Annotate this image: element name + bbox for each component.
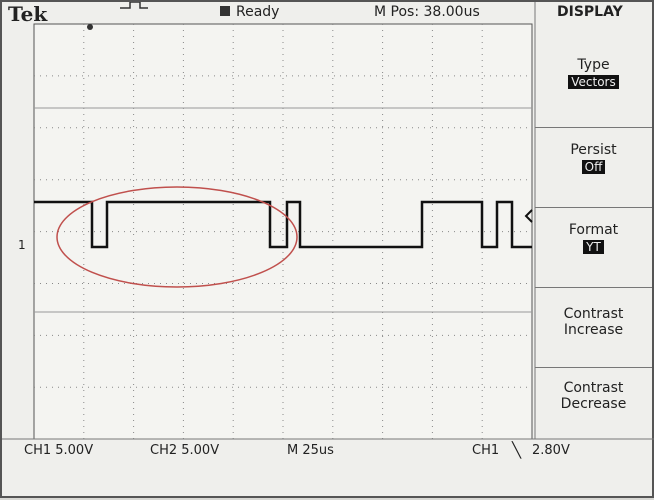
timebase: M 25us bbox=[287, 443, 334, 458]
menu-item[interactable]: Type Vectors bbox=[535, 47, 652, 127]
menu-label: Type bbox=[535, 57, 652, 73]
trigger-slope: ╲ bbox=[512, 441, 521, 459]
menu-item[interactable]: Persist Off bbox=[535, 127, 652, 207]
menu-item[interactable]: Format YT bbox=[535, 207, 652, 287]
oscilloscope-screen: Tek Ready M Pos: 38.00us DISPLAY 1 TypeV… bbox=[0, 0, 654, 498]
trigger-marker bbox=[87, 24, 93, 30]
channel-marker: 1 bbox=[18, 238, 26, 252]
menu-label: Contrast Increase bbox=[555, 306, 632, 338]
menu-label: Format bbox=[535, 222, 652, 238]
ch2-scale: CH2 5.00V bbox=[150, 443, 219, 458]
menu-value: Off bbox=[582, 160, 606, 174]
ch1-scale: CH1 5.00V bbox=[24, 443, 93, 458]
trigger-source: CH1 bbox=[472, 443, 499, 458]
menu-value: Vectors bbox=[568, 75, 619, 89]
graticule-frame bbox=[34, 24, 532, 439]
menu-item[interactable]: Contrast Increase bbox=[535, 287, 652, 367]
menu-item[interactable]: Contrast Decrease bbox=[535, 367, 652, 439]
trigger-icon bbox=[120, 2, 148, 8]
menu-value: YT bbox=[583, 240, 604, 254]
menu-label: Contrast Decrease bbox=[555, 380, 632, 412]
trigger-level: 2.80V bbox=[532, 443, 570, 458]
menu-label: Persist bbox=[535, 142, 652, 158]
